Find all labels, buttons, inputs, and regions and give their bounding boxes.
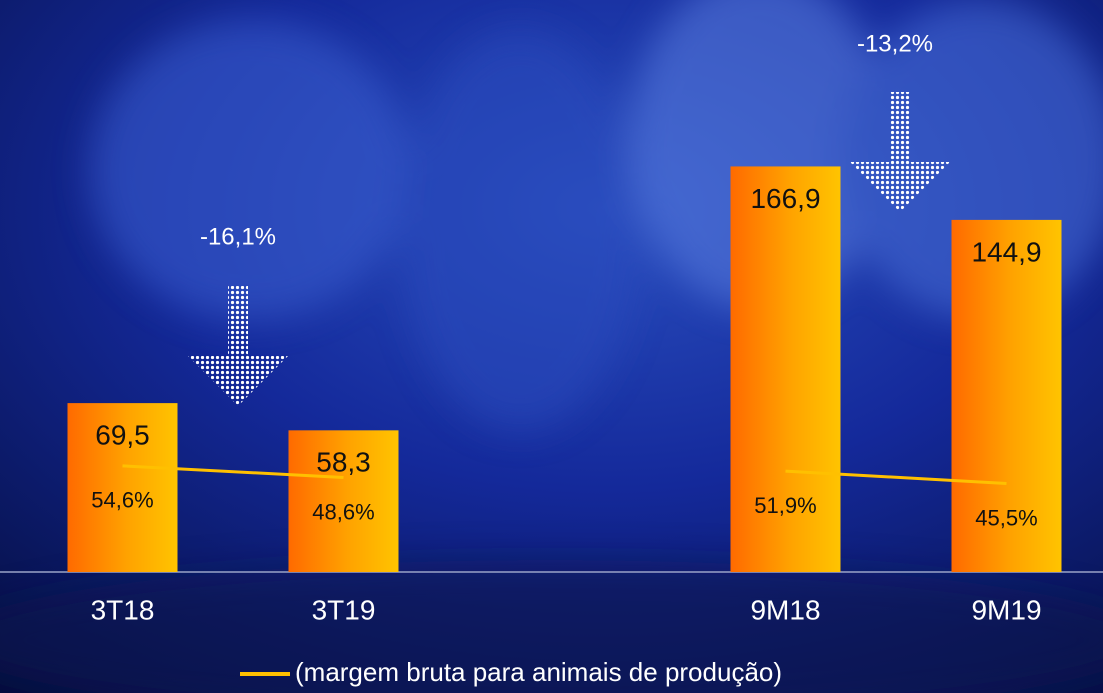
- bar: [730, 166, 841, 573]
- margin-line: [122, 464, 344, 480]
- x-tick-label: 9M19: [971, 594, 1041, 625]
- x-tick-label: 3T18: [91, 594, 155, 625]
- annotation: -13,2%: [857, 30, 933, 57]
- margin-label: 54,6%: [91, 488, 153, 513]
- margin-line: [785, 469, 1007, 486]
- bar-value-label: 144,9: [971, 236, 1041, 267]
- x-tick-label: 3T19: [312, 594, 376, 625]
- bar-value-label: 166,9: [750, 183, 820, 214]
- bar: [951, 219, 1062, 572]
- bar: [67, 403, 178, 572]
- down-arrow: [850, 92, 950, 212]
- x-tick-label: 9M18: [750, 594, 820, 625]
- bar-value-label: 58,3: [316, 447, 371, 478]
- margin-label: 51,9%: [754, 493, 816, 518]
- annotation: -16,1%: [200, 223, 276, 250]
- margin-label: 48,6%: [312, 499, 374, 524]
- legend-label: (margem bruta para animais de produção): [295, 657, 782, 687]
- bar: [288, 430, 399, 572]
- margin-label: 45,5%: [975, 505, 1037, 530]
- bar-value-label: 69,5: [95, 420, 150, 451]
- down-arrow: [188, 286, 288, 406]
